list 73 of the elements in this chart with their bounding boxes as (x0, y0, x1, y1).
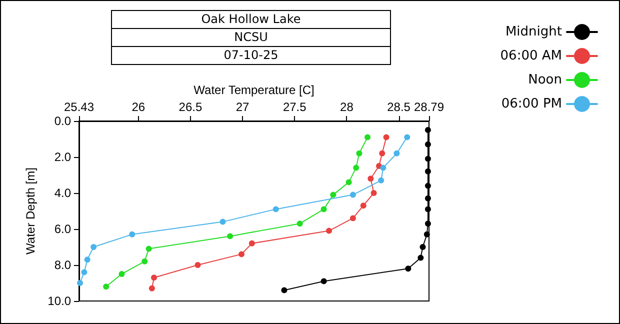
point (81, 269, 88, 276)
point (350, 215, 356, 222)
point (350, 192, 356, 198)
point (151, 274, 157, 281)
point (364, 134, 371, 140)
point (405, 266, 412, 272)
point (148, 285, 155, 292)
point (194, 262, 201, 268)
text: 07-10-25 (111, 46, 391, 65)
point (424, 182, 431, 189)
point (330, 192, 336, 198)
point (356, 150, 362, 156)
x-tick-label: 28.5 (387, 100, 411, 114)
point (404, 134, 410, 140)
point (238, 251, 244, 258)
y-tick-label: 6.0 (54, 222, 72, 236)
point (103, 284, 110, 290)
point (353, 164, 360, 171)
x-tick-label: 28 (340, 100, 354, 114)
point (370, 190, 377, 196)
x-tick-label: 27 (236, 100, 250, 114)
point (424, 231, 430, 238)
point (220, 218, 226, 225)
point (380, 164, 386, 171)
point (346, 179, 352, 186)
point (118, 271, 125, 277)
y-tick-label: 0.0 (54, 114, 72, 128)
legend-label: 06:00 AM (500, 48, 562, 64)
point (326, 228, 332, 234)
point (418, 254, 424, 261)
x-axis-title: Water Temperature [C] (194, 83, 314, 98)
y-tick-label: 10.0 (48, 294, 72, 308)
y-tick-label: 4.0 (54, 186, 72, 200)
point (424, 220, 431, 227)
point (320, 278, 327, 284)
point (424, 195, 431, 202)
point (84, 256, 90, 263)
x-tick-label: 25.43 (64, 100, 94, 114)
point (248, 240, 255, 246)
x-tick-label: 27.5 (282, 100, 307, 114)
y-tick-label: 8.0 (54, 258, 72, 272)
chart-title: Oak Hollow Lake (111, 10, 391, 29)
point (379, 150, 386, 156)
legend-label: 06:00 PM (501, 96, 562, 112)
point (360, 202, 366, 209)
point (77, 280, 84, 286)
point (420, 244, 426, 250)
point (424, 168, 431, 174)
x-tick-label: 26 (132, 100, 146, 114)
point (146, 246, 152, 252)
point (424, 206, 431, 212)
point (378, 177, 384, 184)
point (272, 206, 279, 212)
y-axis-title: Water Depth [m] (24, 168, 38, 254)
point (424, 141, 431, 148)
x-tick-label: 26.5 (178, 100, 202, 114)
point (227, 233, 234, 240)
x-tick-label: 28.79 (414, 100, 444, 114)
legend-label: Noon (528, 72, 562, 88)
point (394, 150, 400, 156)
y-tick-label: 2.0 (54, 150, 72, 164)
point (129, 231, 136, 238)
point (296, 220, 303, 227)
legend-label: Midnight (505, 24, 562, 40)
point (368, 176, 374, 182)
point (320, 206, 327, 212)
point (142, 258, 148, 264)
point (383, 134, 390, 140)
point (281, 287, 288, 294)
chart-subtitle: NCSU (111, 28, 391, 47)
point (424, 127, 431, 133)
point (90, 244, 97, 250)
point (424, 156, 431, 162)
